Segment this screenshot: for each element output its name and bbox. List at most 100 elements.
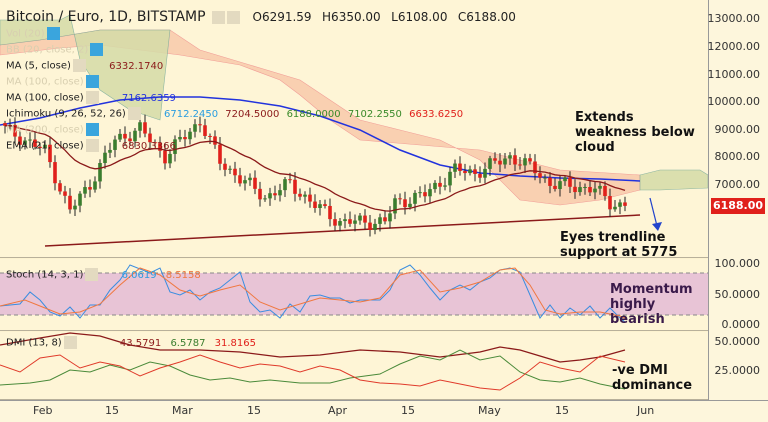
ohlc-close: C6188.00 [457, 10, 516, 24]
candle-body [223, 163, 227, 170]
candle-body [113, 139, 117, 150]
candle-body [333, 219, 337, 226]
candle-body [478, 173, 482, 178]
indicator-label: MA (100, close) [6, 76, 84, 88]
indicator-value: 6332.1740 [109, 60, 164, 72]
ichimoku-cloud-future [639, 169, 708, 191]
legend-ma5[interactable]: MA (5, close) 6332.1740 [6, 59, 163, 72]
gear-icon[interactable] [227, 10, 241, 24]
candle-body [468, 169, 472, 174]
candle-body [173, 139, 177, 154]
legend-ma100-hidden[interactable]: MA (100, close) [6, 75, 99, 88]
candle-body [248, 177, 252, 181]
candle-body [198, 124, 202, 126]
legend-ichimoku[interactable]: Ichimoku (9, 26, 52, 26) 6712.2450 7204.… [6, 107, 463, 120]
price-tick: 11000.00 [707, 68, 761, 81]
indicator-label: Ichimoku (9, 26, 52, 26) [6, 108, 126, 120]
candle-body [438, 182, 442, 187]
candle-body [523, 158, 527, 166]
candle-body [83, 187, 87, 194]
time-axis[interactable] [0, 400, 768, 422]
time-tick: Feb [33, 404, 53, 417]
indicator-label: EMA (21, close) [6, 140, 84, 152]
gear-icon[interactable] [127, 107, 141, 120]
gear-icon[interactable] [63, 336, 77, 349]
candle-body [263, 198, 267, 200]
candle-body [583, 187, 587, 189]
candle-body [503, 158, 507, 165]
candle-body [268, 193, 272, 199]
eye-icon[interactable] [90, 43, 104, 56]
candle-body [588, 187, 592, 193]
dmi-axis[interactable]: 50.0000 25.0000 [708, 332, 768, 400]
ohlc-open: O6291.59 [252, 10, 312, 24]
legend-bb[interactable]: BB (20, close, 2) [6, 43, 104, 56]
legend-stoch[interactable]: Stoch (14, 3, 1) 6.0619 8.5158 [6, 268, 201, 281]
legend-ma100[interactable]: MA (100, close) 7162.6359 [6, 91, 176, 104]
candle-body [318, 204, 322, 208]
last-price-tag: 6188.00 [711, 198, 765, 214]
candle-body [183, 136, 187, 140]
candle-body [103, 152, 107, 164]
adx-value: 43.5791 [119, 337, 162, 349]
eye-icon[interactable] [85, 123, 99, 136]
candle-body [138, 122, 142, 131]
conversion-value: 6712.2450 [164, 108, 219, 120]
stoch-d-value: 8.5158 [165, 269, 201, 281]
dmi-tick: 25.0000 [714, 364, 761, 377]
indicator-label: Vol (20) [6, 28, 45, 40]
candle-body [283, 179, 287, 191]
gear-icon[interactable] [85, 139, 99, 152]
candle-body [558, 181, 562, 190]
legend-ma200[interactable]: MA (200, close) [6, 123, 99, 136]
legend-vol[interactable]: Vol (20) [6, 27, 60, 40]
candle-body [373, 223, 377, 230]
stoch-tick: 50.0000 [714, 288, 761, 301]
indicator-label: MA (200, close) [6, 124, 84, 136]
candle-body [18, 136, 22, 145]
price-tick: 13000.00 [707, 12, 761, 25]
candle-body [78, 193, 82, 206]
gear-icon[interactable] [72, 59, 86, 72]
price-axis[interactable]: 13000.00 12000.00 11000.00 10000.00 9000… [708, 0, 768, 258]
gear-icon[interactable] [85, 268, 99, 281]
indicator-label: MA (100, close) [6, 92, 84, 104]
candle-body [393, 198, 397, 214]
candle-body [298, 193, 302, 197]
candle-body [88, 187, 92, 190]
eye-icon[interactable] [46, 27, 60, 40]
candle-body [253, 177, 257, 189]
gear-icon[interactable] [85, 91, 99, 104]
eye-icon[interactable] [85, 75, 99, 88]
candle-body [453, 163, 457, 172]
candle-body [13, 124, 17, 137]
candle-body [68, 195, 72, 210]
candle-body [118, 133, 122, 140]
legend-ema21[interactable]: EMA (21, close) 6830.3366 [6, 139, 176, 152]
stoch-k-line [0, 264, 626, 323]
span-a-value: 7102.2550 [347, 108, 402, 120]
candle-body [528, 158, 532, 162]
indicator-label: BB (20, close, 2) [6, 44, 89, 56]
adx-line [0, 332, 626, 363]
symbol-title[interactable]: Bitcoin / Euro, 1D, BITSTAMP O6291.59 H6… [6, 9, 516, 25]
candle-body [293, 179, 297, 194]
indicator-value: 6830.3366 [121, 140, 176, 152]
candle-body [218, 144, 222, 164]
stoch-axis[interactable]: 100.000 50.0000 0.0000 [708, 257, 768, 332]
forecast-arrow [649, 197, 658, 227]
time-tick: 15 [555, 404, 569, 417]
candle-body [508, 155, 512, 159]
time-tick: Apr [328, 404, 348, 417]
candle-body [28, 139, 32, 141]
candle-body [58, 183, 62, 192]
trendline [44, 214, 641, 247]
minus-di-value: 31.8165 [214, 337, 256, 349]
symbol-name: Bitcoin / Euro, 1D, BITSTAMP [6, 9, 206, 25]
price-tick: 8000.00 [714, 150, 761, 163]
price-tick: 12000.00 [707, 40, 761, 53]
legend-dmi[interactable]: DMI (13, 8) 43.5791 6.5787 31.8165 [6, 336, 256, 349]
candle-body [423, 192, 427, 197]
settings-icon[interactable] [212, 10, 226, 24]
